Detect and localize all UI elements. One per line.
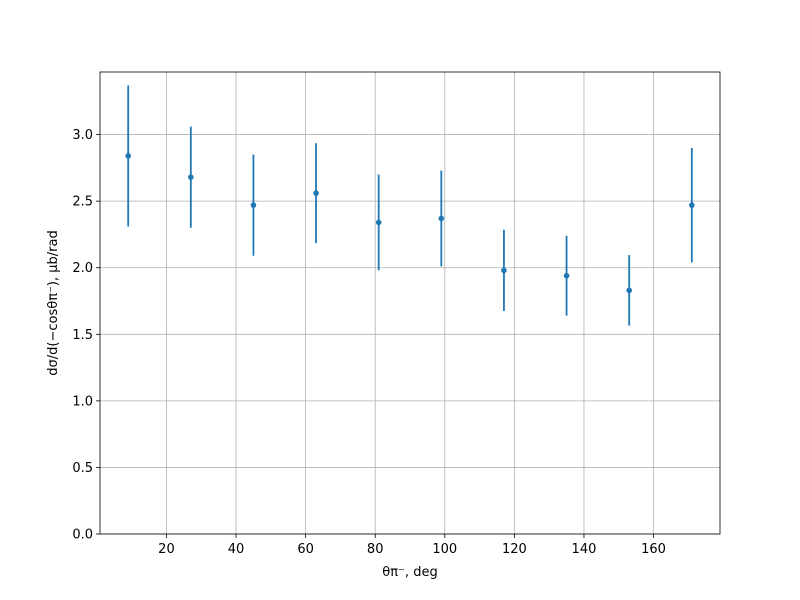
y-tick-label: 2.5	[72, 195, 93, 210]
y-tick-label: 1.0	[72, 394, 93, 409]
data-point	[313, 190, 319, 196]
data-point	[689, 202, 695, 208]
x-tick-label: 20	[158, 542, 175, 557]
x-tick-label: 100	[432, 542, 457, 557]
x-tick-label: 40	[228, 542, 245, 557]
y-tick-label: 1.5	[72, 328, 93, 343]
y-tick-label: 2.0	[72, 261, 93, 276]
data-point	[125, 153, 131, 159]
x-tick-label: 60	[297, 542, 314, 557]
data-point	[375, 219, 382, 226]
data-point	[250, 202, 257, 208]
data-point	[501, 267, 507, 274]
data-point	[626, 287, 632, 294]
y-tick-label: 0.5	[72, 461, 93, 476]
plot-frame	[99, 71, 721, 535]
x-tick-label: 140	[572, 542, 597, 557]
x-tick-label: 160	[641, 542, 666, 557]
y-tick-label: 3.0	[72, 128, 93, 143]
x-tick-label: 80	[367, 542, 384, 557]
data-point	[563, 272, 570, 279]
data-point	[188, 174, 194, 180]
x-tick-label: 120	[502, 542, 527, 557]
x-axis-label: θπ⁻, deg	[382, 565, 437, 580]
y-tick-label: 0.0	[72, 528, 93, 543]
data-point	[438, 215, 445, 222]
y-axis-label: dσ/d(−cosθπ⁻), μb/rad	[46, 230, 61, 375]
